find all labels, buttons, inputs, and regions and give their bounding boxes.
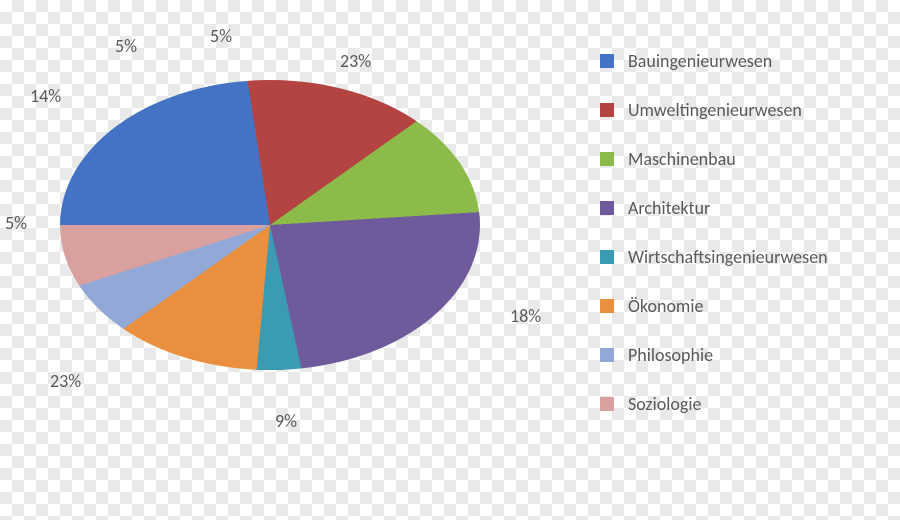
slice-percent-label: 23% (50, 370, 81, 392)
legend-label: Architektur (628, 197, 710, 219)
slice-percent-label: 14% (30, 85, 61, 107)
legend-label: Philosophie (628, 344, 713, 366)
legend-swatch (600, 397, 614, 411)
legend-label: Bauingenieurwesen (628, 50, 772, 72)
legend-swatch (600, 103, 614, 117)
slice-percent-label: 5% (5, 212, 27, 234)
legend-label: Wirtschaftsingenieurwesen (628, 246, 828, 268)
slice-percent-label: 23% (340, 50, 371, 72)
legend-swatch (600, 201, 614, 215)
legend-label: Ökonomie (628, 295, 703, 317)
legend-item: Architektur (600, 197, 828, 219)
legend-item: Wirtschaftsingenieurwesen (600, 246, 828, 268)
legend-item: Ökonomie (600, 295, 828, 317)
legend-label: Umweltingenieurwesen (628, 99, 802, 121)
legend-item: Philosophie (600, 344, 828, 366)
legend-swatch (600, 250, 614, 264)
legend-item: Maschinenbau (600, 148, 828, 170)
legend-item: Umweltingenieurwesen (600, 99, 828, 121)
slice-percent-label: 5% (210, 25, 232, 47)
pie-top (60, 80, 480, 370)
legend-swatch (600, 299, 614, 313)
legend-swatch (600, 152, 614, 166)
pie-3d-body (60, 80, 480, 370)
slice-percent-label: 9% (275, 410, 297, 432)
legend-item: Soziologie (600, 393, 828, 415)
legend-swatch (600, 54, 614, 68)
pie-chart: 23%18%9%23%5%14%5%5% (60, 80, 480, 440)
slice-percent-label: 5% (115, 35, 137, 57)
legend-label: Maschinenbau (628, 148, 736, 170)
legend-label: Soziologie (628, 393, 701, 415)
slice-percent-label: 18% (510, 305, 541, 327)
legend-swatch (600, 348, 614, 362)
legend: Bauingenieurwesen Umweltingenieurwesen Mas… (600, 50, 828, 415)
legend-item: Bauingenieurwesen (600, 50, 828, 72)
chart-canvas: 23%18%9%23%5%14%5%5% BauingenieurwesenUm… (0, 0, 900, 520)
